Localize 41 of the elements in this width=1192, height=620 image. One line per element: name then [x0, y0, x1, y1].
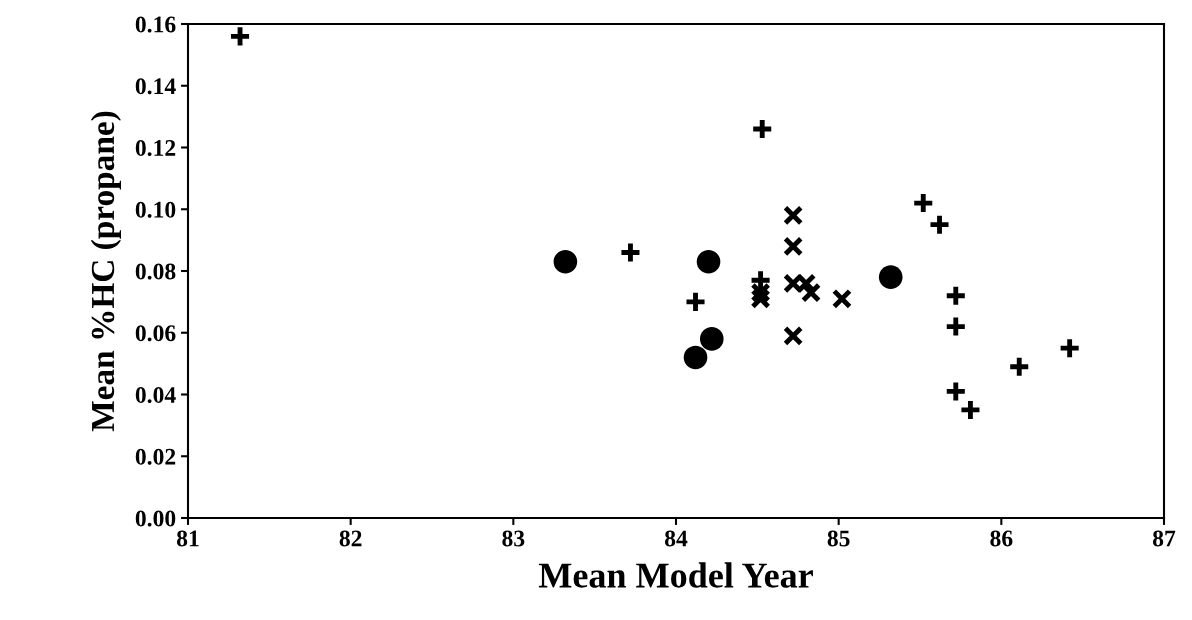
- point: [553, 249, 578, 274]
- y-tick-label: 0.04: [135, 386, 176, 404]
- point: [831, 288, 852, 309]
- x-tick-label: 82: [339, 530, 362, 547]
- point: [878, 265, 903, 289]
- point: [228, 24, 252, 48]
- point: [944, 284, 968, 308]
- y-tick-label: 0.10: [135, 201, 176, 218]
- y-tick-label: 0.12: [135, 139, 176, 157]
- y-tick-label: 0.06: [135, 325, 176, 342]
- point: [944, 379, 968, 403]
- point: [684, 290, 707, 314]
- point: [783, 236, 804, 257]
- point: [1058, 336, 1082, 360]
- point: [783, 325, 804, 346]
- point: [618, 241, 642, 264]
- point: [783, 205, 804, 226]
- point: [800, 282, 822, 303]
- x-tick-label: 83: [502, 530, 525, 547]
- y-axis-title: Mean %HC (propane): [90, 111, 121, 432]
- x-tick-label: 81: [176, 530, 199, 547]
- point: [1007, 355, 1031, 379]
- y-tick-label: 0.02: [135, 448, 176, 465]
- point: [749, 268, 773, 292]
- point: [944, 315, 968, 339]
- y-tick-label: 0.14: [135, 78, 176, 95]
- y-tick-label: 0.00: [135, 510, 176, 527]
- x-tick-label: 84: [664, 530, 688, 547]
- point: [699, 327, 724, 351]
- x-tick-label: 85: [827, 530, 850, 547]
- point: [696, 249, 721, 274]
- x-tick-label: 86: [990, 530, 1013, 547]
- y-tick-label: 0.08: [135, 263, 176, 280]
- x-tick-label: 87: [1152, 530, 1176, 547]
- x-axis-title: Mean Model Year: [538, 562, 813, 588]
- y-tick-label: 0.16: [135, 16, 176, 33]
- point: [683, 345, 708, 370]
- point: [750, 117, 774, 141]
- point: [911, 191, 935, 215]
- point: [958, 398, 982, 422]
- point: [928, 213, 951, 237]
